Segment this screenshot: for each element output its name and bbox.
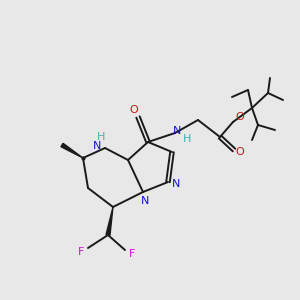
- Text: F: F: [78, 247, 84, 257]
- Text: O: O: [236, 112, 244, 122]
- Text: O: O: [130, 105, 138, 115]
- Text: N: N: [173, 126, 181, 136]
- Text: F: F: [129, 249, 135, 259]
- Text: N: N: [93, 141, 101, 151]
- Text: N: N: [141, 196, 149, 206]
- Text: N: N: [172, 179, 180, 189]
- Polygon shape: [106, 207, 113, 236]
- Text: H: H: [183, 134, 191, 144]
- Polygon shape: [61, 143, 83, 158]
- Text: O: O: [236, 147, 244, 157]
- Text: H: H: [97, 132, 105, 142]
